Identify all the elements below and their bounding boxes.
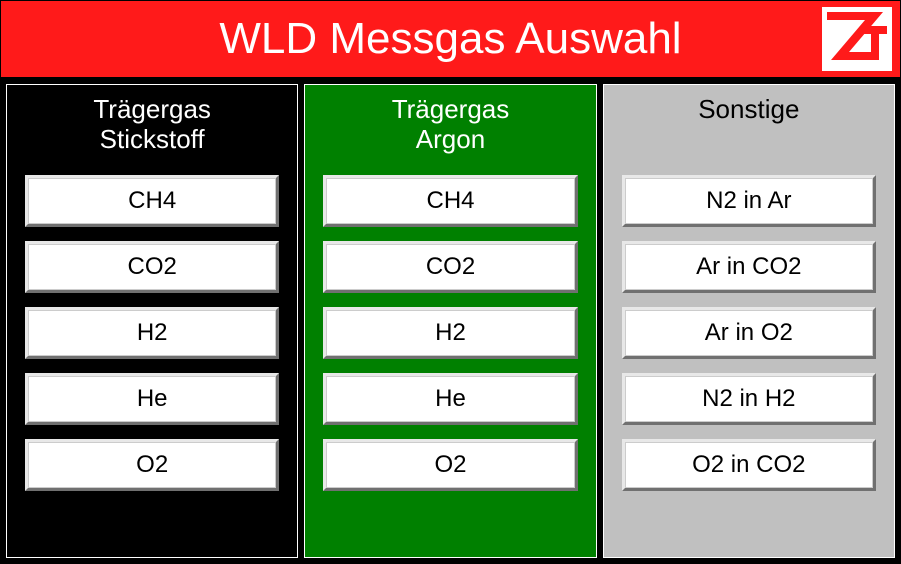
- gas-button-o2[interactable]: O2: [323, 439, 577, 491]
- gas-button-ar-in-o2[interactable]: Ar in O2: [622, 307, 876, 359]
- column-sonstige: Sonstige N2 in Ar Ar in CO2 Ar in O2 N2 …: [603, 84, 895, 558]
- column-stickstoff: Trägergas Stickstoff CH4 CO2 H2 He O2: [6, 84, 298, 558]
- gas-button-ch4[interactable]: CH4: [25, 175, 279, 227]
- button-list-argon: CH4 CO2 H2 He O2: [323, 175, 577, 491]
- gas-button-he[interactable]: He: [25, 373, 279, 425]
- columns-wrapper: Trägergas Stickstoff CH4 CO2 H2 He O2 Tr…: [0, 78, 901, 564]
- gas-button-o2-in-co2[interactable]: O2 in CO2: [622, 439, 876, 491]
- column-title-stickstoff: Trägergas Stickstoff: [25, 95, 279, 157]
- gas-button-co2[interactable]: CO2: [323, 241, 577, 293]
- page-title: WLD Messgas Auswahl: [219, 14, 681, 64]
- button-list-stickstoff: CH4 CO2 H2 He O2: [25, 175, 279, 491]
- gas-button-n2-in-ar[interactable]: N2 in Ar: [622, 175, 876, 227]
- gas-button-ar-in-co2[interactable]: Ar in CO2: [622, 241, 876, 293]
- column-title-sonstige: Sonstige: [622, 95, 876, 157]
- gas-button-co2[interactable]: CO2: [25, 241, 279, 293]
- column-argon: Trägergas Argon CH4 CO2 H2 He O2: [304, 84, 596, 558]
- gas-button-ch4[interactable]: CH4: [323, 175, 577, 227]
- app-root: WLD Messgas Auswahl Trägergas Stickstoff…: [0, 0, 901, 564]
- gas-button-he[interactable]: He: [323, 373, 577, 425]
- header-bar: WLD Messgas Auswahl: [0, 0, 901, 78]
- button-list-sonstige: N2 in Ar Ar in CO2 Ar in O2 N2 in H2 O2 …: [622, 175, 876, 491]
- gas-button-n2-in-h2[interactable]: N2 in H2: [622, 373, 876, 425]
- logo-lt: [822, 7, 892, 71]
- gas-button-o2[interactable]: O2: [25, 439, 279, 491]
- gas-button-h2[interactable]: H2: [323, 307, 577, 359]
- gas-button-h2[interactable]: H2: [25, 307, 279, 359]
- column-title-argon: Trägergas Argon: [323, 95, 577, 157]
